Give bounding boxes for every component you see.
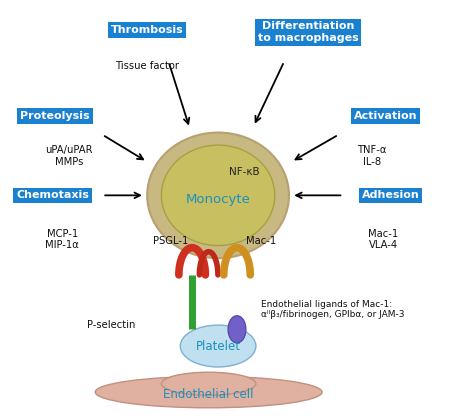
Text: Mac-1: Mac-1 [246,236,276,246]
Text: Thrombosis: Thrombosis [111,25,183,35]
Text: Activation: Activation [354,111,418,121]
Text: Platelet: Platelet [196,339,241,352]
Text: Differentiation
to macrophages: Differentiation to macrophages [257,21,358,43]
Text: Chemotaxis: Chemotaxis [16,190,89,200]
Text: NF-κB: NF-κB [229,167,259,177]
Text: Adhesion: Adhesion [362,190,419,200]
Ellipse shape [95,376,322,408]
Ellipse shape [180,325,256,367]
Ellipse shape [161,372,256,395]
Text: P-selectin: P-selectin [87,320,136,330]
Text: MCP-1
MIP-1α: MCP-1 MIP-1α [45,229,79,250]
Text: Mac-1
VLA-4: Mac-1 VLA-4 [368,229,399,250]
Ellipse shape [161,145,275,246]
Text: Monocyte: Monocyte [186,193,251,206]
Text: TNF-α
IL-8: TNF-α IL-8 [357,145,386,167]
Text: Proteolysis: Proteolysis [20,111,90,121]
Text: uPA/uPAR
MMPs: uPA/uPAR MMPs [46,145,93,167]
Text: Endothelial cell: Endothelial cell [164,388,254,401]
Text: PSGL-1: PSGL-1 [153,236,189,246]
Text: Endothelial ligands of Mac-1:
αᴵᴵβ₃/fibrinogen, GPIbα, or JAM-3: Endothelial ligands of Mac-1: αᴵᴵβ₃/fibr… [261,300,404,319]
Ellipse shape [228,316,246,343]
Ellipse shape [147,133,289,258]
Text: Tissue factor: Tissue factor [115,61,179,71]
